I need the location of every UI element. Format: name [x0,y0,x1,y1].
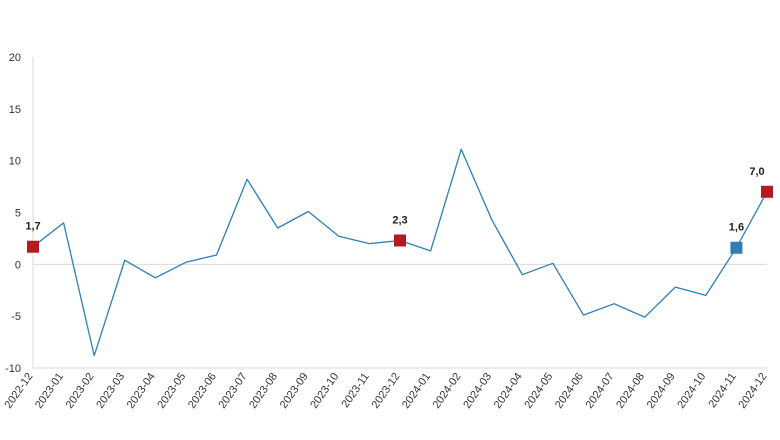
y-tick-label: 5 [15,208,21,220]
x-tick-label: 2023-09 [278,371,311,411]
x-tick-label: 2024-03 [461,371,494,411]
x-tick-label: 2024-02 [431,371,464,411]
x-tick-label: 2024-11 [706,371,739,410]
x-tick-label: 2023-02 [64,371,97,411]
data-point-marker [394,234,406,247]
x-tick-label: 2023-07 [217,371,250,411]
x-tick-label: 2023-10 [308,371,341,411]
x-tick-label: 2024-04 [492,371,525,411]
x-tick-label: 2024-12 [736,371,769,411]
data-label: 1,6 [729,222,744,234]
data-label: 1,7 [25,221,40,233]
data-label: 2,3 [392,214,407,226]
x-tick-label: 2024-01 [400,371,433,411]
data-point-marker [730,241,743,254]
data-point-marker [761,185,773,198]
x-tick-label: 2024-09 [645,371,678,411]
x-tick-label: 2023-12 [369,371,402,411]
data-label: 7,0 [749,166,764,178]
y-tick-label: 20 [9,52,21,64]
x-tick-label: 2022-12 [2,371,35,411]
x-tick-label: 2024-06 [553,371,586,411]
x-tick-label: 2023-05 [155,371,188,411]
x-tick-label: 2024-08 [614,371,647,411]
x-tick-label: 2023-11 [339,371,372,410]
series-line [32,148,768,357]
y-tick-label: 0 [15,259,21,271]
x-tick-label: 2023-01 [33,371,66,411]
y-tick-label: 10 [9,156,21,168]
series-lines [32,148,768,357]
x-tick-label: 2024-10 [675,371,708,411]
x-tick-label: 2023-08 [247,371,280,411]
y-tick-label: -10 [5,363,21,375]
y-tick-label: -5 [11,311,21,323]
x-tick-label: 2023-03 [94,371,127,411]
highlight-markers: 1,7 2,3 1,6 7,0 [25,166,773,254]
y-tick-label: 15 [9,104,21,116]
x-tick-label: 2024-05 [522,371,555,411]
x-tick-label: 2024-07 [584,371,617,411]
y-axis: -10 -5 0 5 10 15 20 [5,52,767,375]
data-point-marker [27,240,39,253]
x-tick-label: 2023-06 [186,371,219,411]
x-axis: 2022-122023-012023-022023-032023-042023-… [2,367,769,411]
x-tick-label: 2023-04 [125,371,158,411]
